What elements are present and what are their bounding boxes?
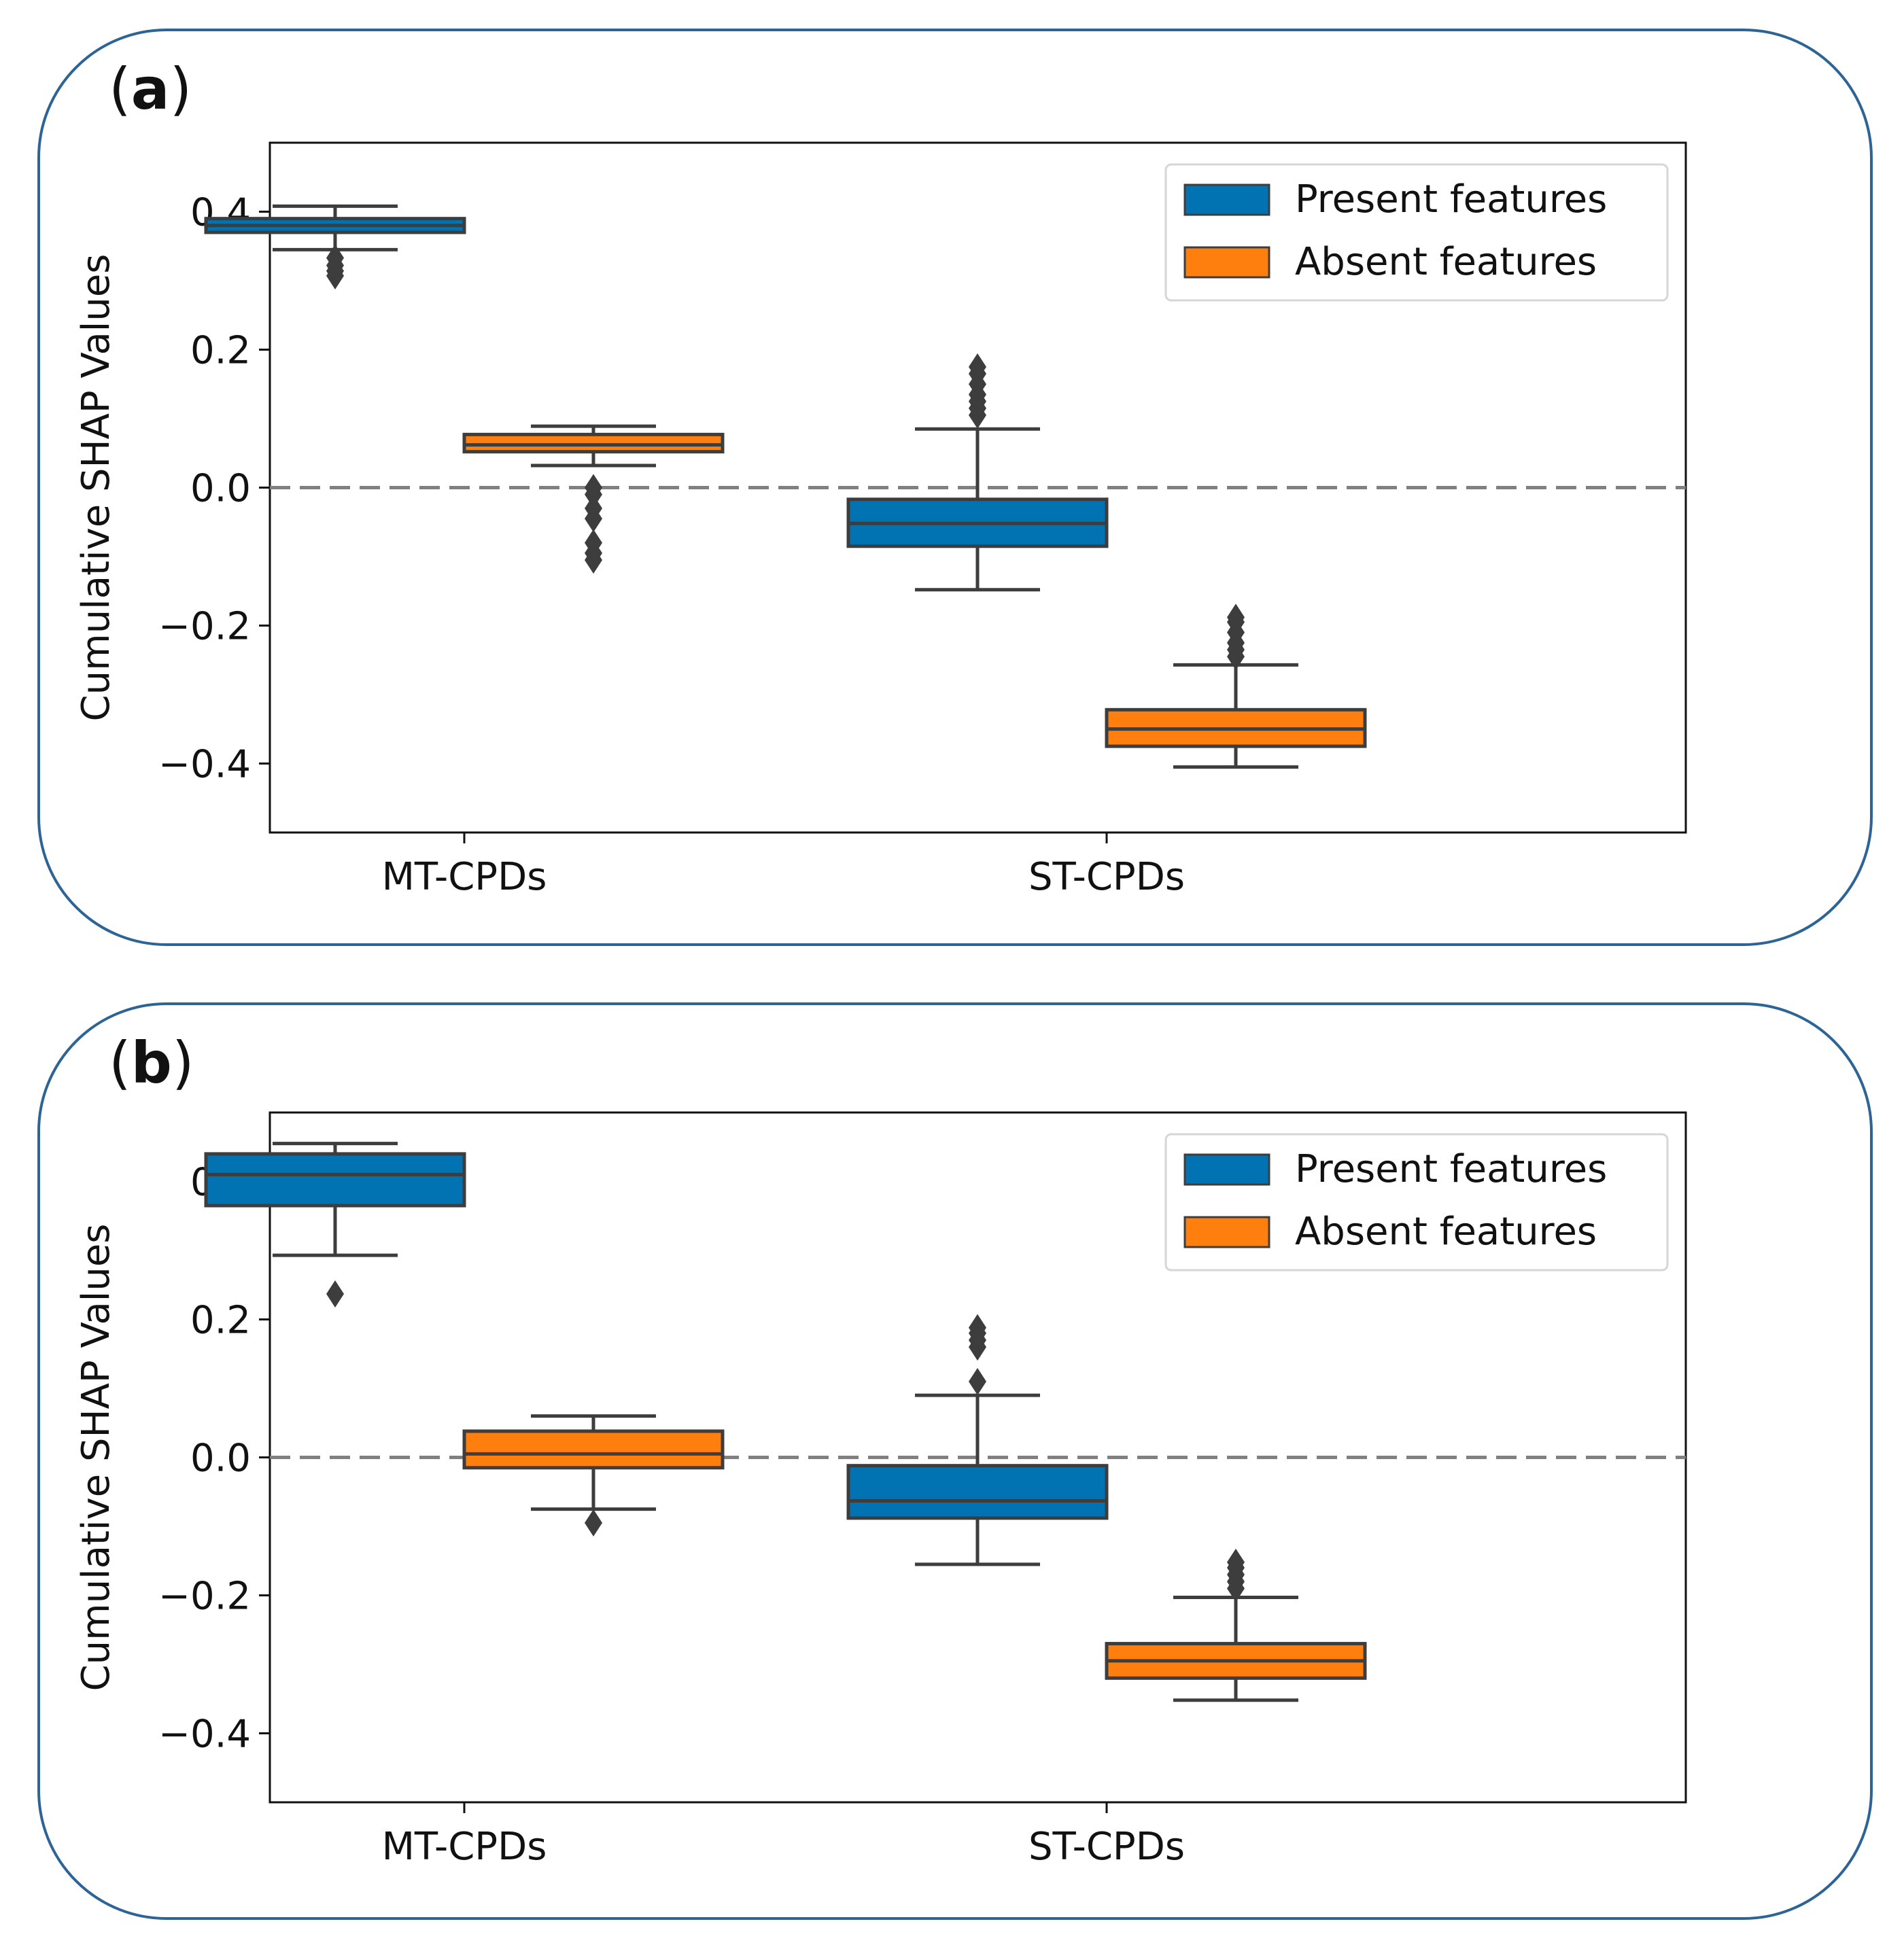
outlier-point <box>1227 1548 1245 1576</box>
x-tick-label: ST-CPDs <box>1028 1825 1185 1869</box>
legend-label: Present features <box>1295 177 1607 222</box>
outlier-point <box>585 505 602 533</box>
legend-swatch <box>1183 246 1270 279</box>
legend-box <box>1164 1133 1669 1272</box>
legend-swatch <box>1183 1153 1270 1186</box>
y-tick-label: 0.0 <box>190 467 251 511</box>
y-tick-label: 0.0 <box>190 1437 251 1481</box>
outlier-point <box>585 546 602 574</box>
outlier-point <box>326 1280 344 1308</box>
panel-label: (b) <box>109 1030 194 1096</box>
y-tick-label: −0.2 <box>158 605 251 649</box>
legend-label: Absent features <box>1295 240 1597 284</box>
box-0 <box>204 1152 466 1208</box>
y-tick-label: −0.4 <box>158 743 251 787</box>
legend-label: Absent features <box>1295 1210 1597 1254</box>
legend-label: Present features <box>1295 1147 1607 1191</box>
box-1 <box>462 1429 725 1470</box>
outlier-point <box>969 1367 986 1395</box>
box-0 <box>846 1464 1109 1520</box>
y-tick-label: −0.2 <box>158 1575 251 1619</box>
legend-swatch <box>1183 1216 1270 1248</box>
y-tick-label: 0.2 <box>190 1299 251 1343</box>
y-axis-label: Cumulative SHAP Values <box>74 254 118 722</box>
outlier-point <box>326 262 344 290</box>
y-axis-label: Cumulative SHAP Values <box>74 1224 118 1692</box>
outlier-point <box>585 1509 602 1537</box>
legend-swatch <box>1183 183 1270 216</box>
y-tick-label: −0.4 <box>158 1713 251 1757</box>
outlier-point <box>969 1314 986 1342</box>
x-tick-label: ST-CPDs <box>1028 855 1185 899</box>
outlier-point <box>969 353 986 381</box>
box-1 <box>462 432 725 454</box>
y-tick-label: 0.2 <box>190 329 251 373</box>
outlier-point <box>1227 603 1245 631</box>
x-tick-label: MT-CPDs <box>382 855 547 899</box>
legend-box <box>1164 163 1669 302</box>
x-tick-label: MT-CPDs <box>382 1825 547 1869</box>
panel-label: (a) <box>109 56 192 122</box>
outlier-point <box>585 480 602 508</box>
